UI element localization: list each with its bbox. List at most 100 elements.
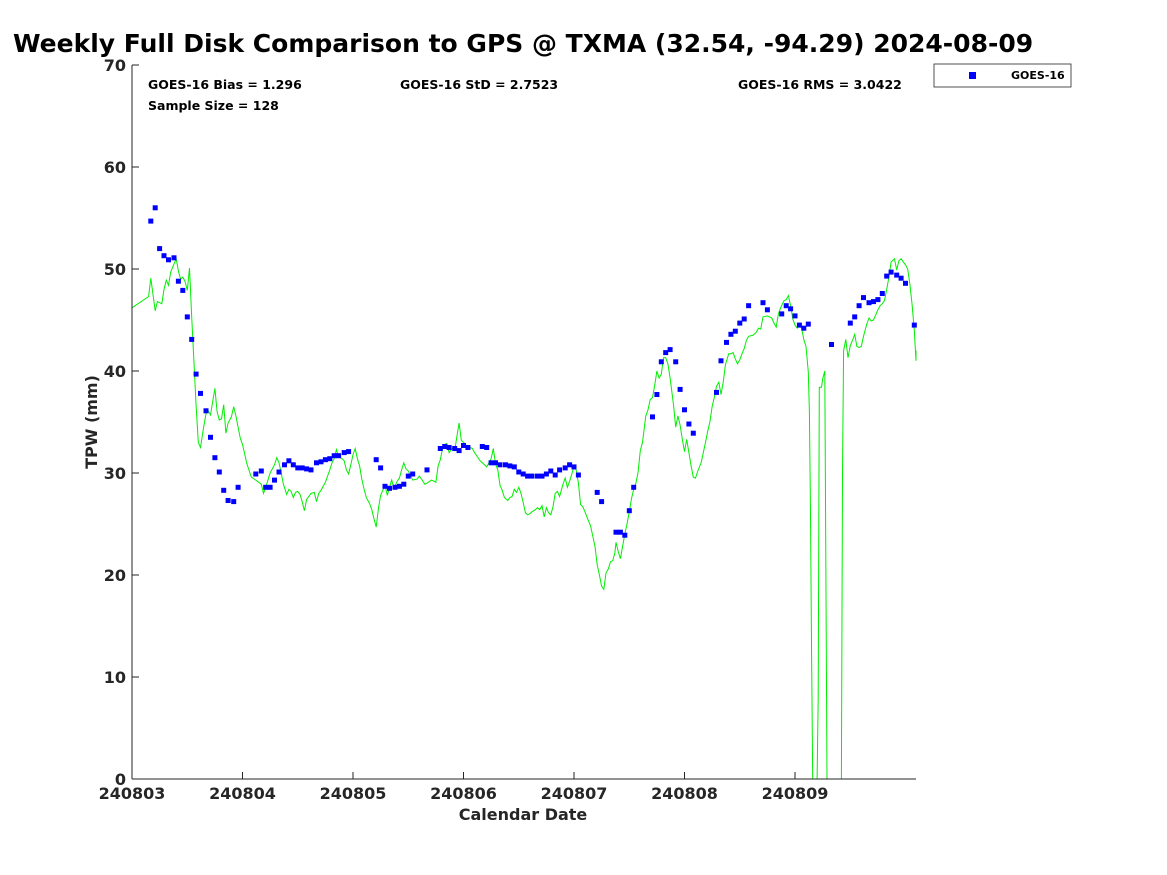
goes-16-point [161, 253, 167, 259]
goes-16-point [856, 303, 862, 309]
goes-16-point [557, 467, 563, 473]
goes-16-point [253, 471, 259, 477]
legend-marker-goes-16 [969, 72, 976, 79]
goes-16-point [746, 303, 752, 309]
goes-16-point [714, 389, 719, 395]
goes-16-point [295, 465, 301, 471]
legend-label-goes-16: GOES-16 [1011, 69, 1065, 82]
goes-16-point [184, 314, 190, 320]
goes-16-point [392, 484, 398, 490]
goes-16-point [888, 269, 894, 275]
x-tick-label: 240804 [209, 784, 276, 803]
goes-16-point [171, 255, 177, 261]
goes-16-point [331, 453, 337, 459]
goes-16-point [442, 444, 448, 449]
goes-16-point [456, 448, 462, 454]
x-axis-label: Calendar Date [459, 805, 588, 824]
goes-16-point [613, 529, 619, 535]
goes-16-point [396, 483, 402, 489]
goes-16-point [724, 339, 729, 345]
goes-16-point [622, 532, 628, 538]
goes-16-point [484, 445, 490, 450]
goes-16-point [290, 462, 296, 468]
goes-16-point [263, 484, 269, 490]
goes-16-point [216, 469, 222, 475]
y-tick-label: 30 [104, 464, 126, 483]
x-tick-label: 240808 [651, 784, 718, 803]
goes-16-point [212, 455, 218, 461]
goes-16-point [258, 468, 264, 474]
goes-16-point [267, 484, 273, 490]
goes-16-point [520, 471, 526, 477]
goes-16-point [410, 471, 416, 477]
goes-16-point [575, 472, 581, 478]
goes-16-point [788, 306, 794, 312]
y-tick-label: 60 [104, 158, 126, 177]
y-tick-label: 20 [104, 566, 126, 585]
goes-16-point [617, 529, 623, 535]
goes-16-point [535, 473, 540, 479]
gps-tpw-line [131, 257, 917, 780]
rms-stat: GOES-16 RMS = 3.0422 [738, 77, 902, 92]
goes-16-point [690, 430, 696, 436]
goes-16-point [382, 483, 388, 489]
goes-16-point [631, 484, 637, 490]
goes-16-point [203, 408, 209, 414]
goes-16-point [562, 465, 568, 471]
goes-16-point [327, 456, 333, 462]
goes-16-series-layer [148, 205, 917, 538]
goes-16-point [861, 295, 866, 301]
goes-16-point [686, 421, 692, 427]
stddev-stat: GOES-16 StD = 2.7523 [400, 77, 558, 92]
goes-16-point [796, 322, 802, 328]
goes-16-point [373, 457, 379, 463]
goes-16-point [571, 464, 577, 470]
goes-16-point [677, 386, 683, 392]
goes-16-point [465, 445, 471, 450]
goes-16-point [529, 473, 535, 479]
goes-16-point [871, 299, 876, 305]
x-tick-label: 240807 [541, 784, 608, 803]
goes-16-point [231, 499, 237, 505]
goes-16-point [599, 499, 605, 505]
goes-16-point [783, 303, 789, 309]
goes-16-point [626, 508, 632, 514]
goes-16-point [898, 275, 904, 281]
goes-16-point [166, 257, 171, 263]
goes-16-point [852, 314, 858, 320]
goes-16-point [341, 450, 347, 456]
y-axis-label: TPW (mm) [82, 375, 101, 469]
goes-16-point [667, 347, 673, 353]
goes-16-point [903, 280, 908, 286]
goes-16-point [682, 407, 687, 413]
goes-16-point [276, 469, 282, 475]
goes-16-point [424, 467, 430, 473]
plot-area [132, 65, 916, 779]
goes-16-point [552, 472, 558, 478]
goes-16-point [446, 445, 452, 450]
goes-16-point [511, 464, 517, 470]
goes-16-point [437, 446, 443, 451]
goes-16-point [282, 462, 287, 468]
goes-16-point [792, 313, 798, 319]
goes-16-point [894, 272, 900, 278]
goes-16-point [760, 300, 766, 306]
goes-16-point [875, 297, 881, 303]
goes-16-point [322, 457, 328, 463]
goes-16-point [387, 485, 392, 491]
goes-16-point [594, 489, 600, 495]
goes-16-point [286, 458, 292, 464]
goes-16-point [225, 498, 231, 503]
y-tick-label: 50 [104, 260, 126, 279]
goes-16-point [235, 484, 241, 490]
goes-16-point [318, 459, 324, 465]
goes-16-point [779, 311, 785, 317]
goes-16-point [299, 465, 305, 471]
y-tick-label: 0 [115, 770, 126, 789]
goes-16-point [764, 307, 770, 313]
y-tick-label: 40 [104, 362, 126, 381]
goes-16-point [741, 316, 747, 322]
goes-16-point [650, 414, 655, 420]
goes-16-point [737, 320, 743, 326]
